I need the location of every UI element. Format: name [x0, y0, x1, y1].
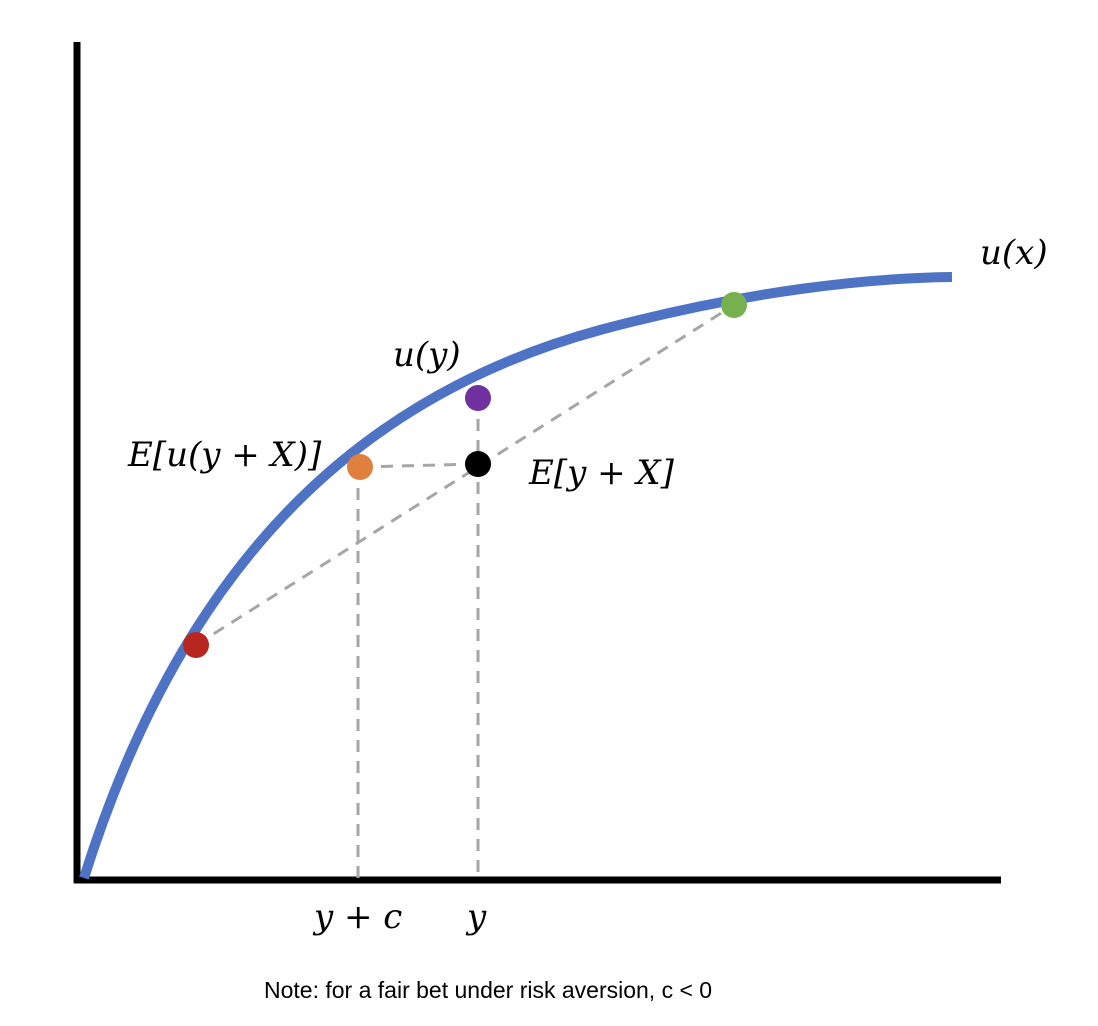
utility-curve — [79, 272, 953, 880]
certainty-equivalent-tick-label: y + c — [312, 897, 402, 937]
utility-of-mean-label: u(y) — [393, 335, 461, 375]
utility-of-mean-point — [465, 385, 491, 411]
expected-wealth-label: E[y + X] — [528, 453, 675, 493]
mean-point — [465, 451, 491, 477]
curve-label: u(x) — [980, 233, 1048, 273]
note-text: Note: for a fair bet under risk aversion… — [264, 977, 712, 1003]
expected-utility-label: E[u(y + X)] — [127, 435, 322, 475]
expected-utility-point — [347, 454, 373, 480]
certainty-equivalent-link — [359, 462, 479, 469]
high-outcome-point — [721, 292, 747, 318]
chord-line — [195, 303, 735, 647]
low-outcome-point — [183, 632, 209, 658]
y-tick-label: y — [465, 897, 487, 937]
